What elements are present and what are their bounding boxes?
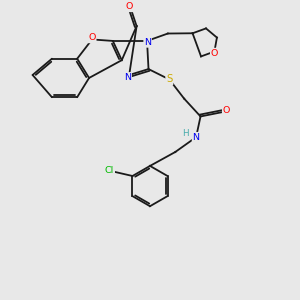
Text: O: O <box>125 2 133 11</box>
Text: Cl: Cl <box>105 166 114 175</box>
Text: O: O <box>223 106 230 115</box>
Text: H: H <box>182 129 189 138</box>
Text: N: N <box>124 73 131 82</box>
Text: N: N <box>144 38 151 47</box>
Text: S: S <box>166 74 172 84</box>
Text: O: O <box>88 34 96 43</box>
Text: O: O <box>211 49 218 58</box>
Text: N: N <box>193 133 200 142</box>
